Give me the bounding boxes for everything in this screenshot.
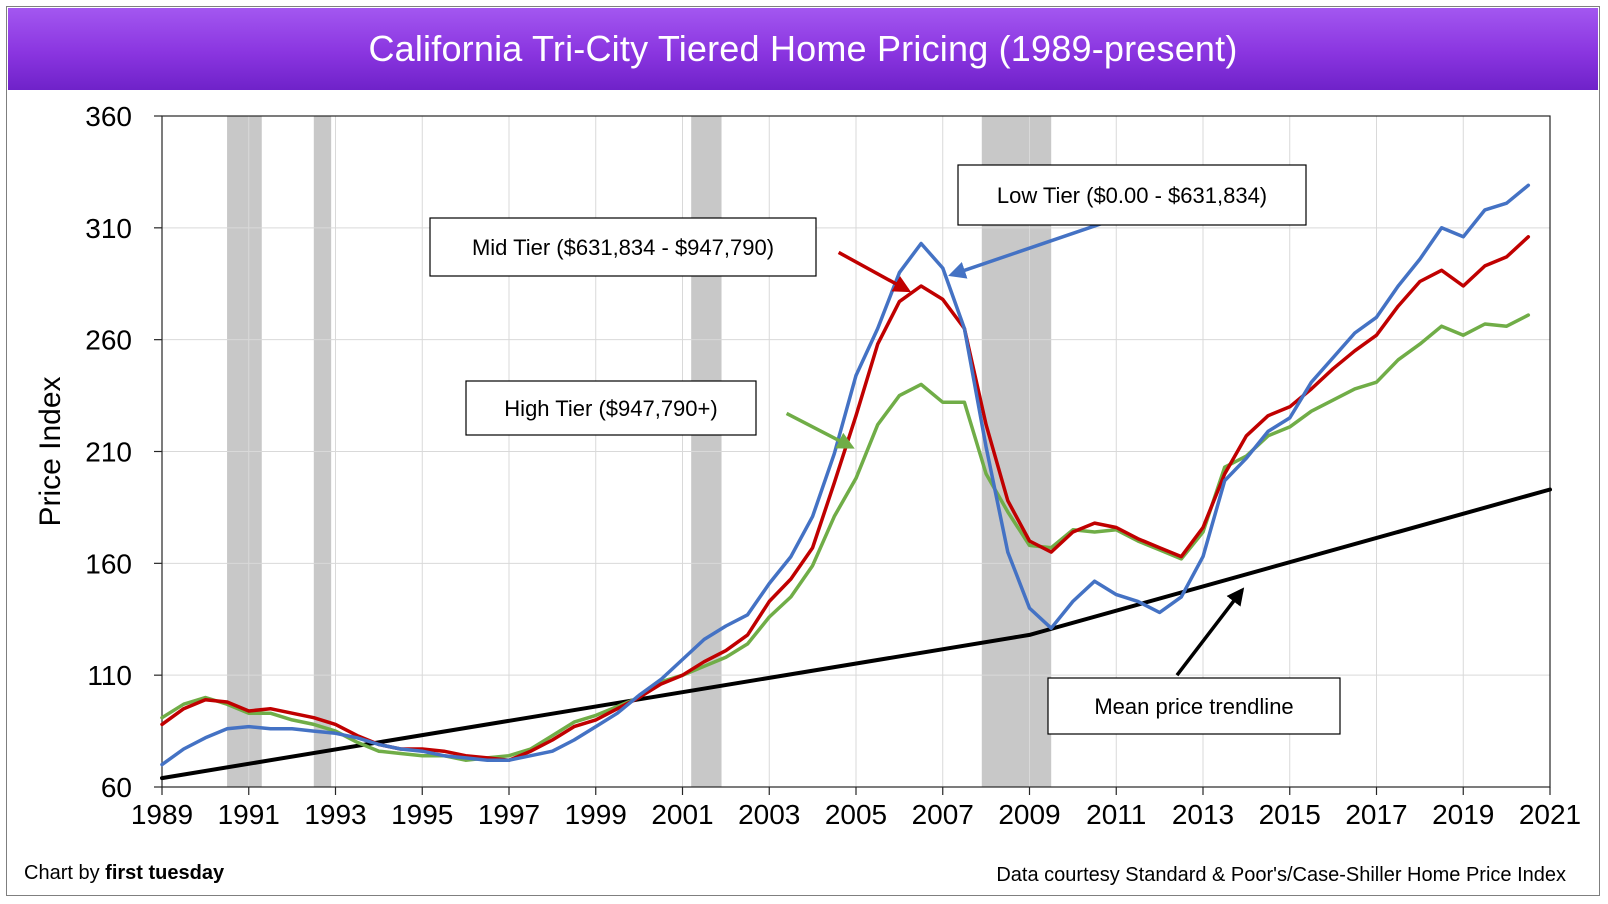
series-line-high (160, 313, 1531, 762)
annotation-arrow-trend (1175, 587, 1245, 677)
x-tick-label: 1997 (478, 799, 540, 830)
x-tick-label: 2021 (1519, 799, 1581, 830)
credit-brand: first tuesday (105, 862, 225, 884)
x-tick-label: 2005 (825, 799, 887, 830)
x-tick-label: 2011 (1086, 799, 1146, 830)
x-tick-label: 2001 (651, 799, 713, 830)
y-tick-label: 360 (85, 101, 132, 132)
annotation-label-mid: Mid Tier ($631,834 - $947,790) (472, 235, 774, 260)
y-tick-label: 160 (85, 548, 132, 579)
series-line-trend (160, 487, 1552, 781)
x-tick-label: 2009 (998, 799, 1060, 830)
x-tick-label: 1999 (565, 799, 627, 830)
y-tick-label: 210 (85, 437, 132, 468)
x-tick-label: 2007 (912, 799, 974, 830)
credit-prefix: Chart by (24, 862, 106, 884)
x-tick-label: 2017 (1345, 799, 1407, 830)
annotation-box-high (465, 380, 757, 436)
y-axis-title: Price Index (34, 376, 67, 526)
annotation-label-high: High Tier ($947,790+) (504, 396, 717, 421)
x-tick-label: 2019 (1432, 799, 1494, 830)
annotation-arrow-mid (837, 250, 912, 293)
annotation-label-low: Low Tier ($0.00 - $631,834) (997, 183, 1267, 208)
x-tick-label: 2003 (738, 799, 800, 830)
series-line-low (160, 183, 1531, 767)
chart-title: California Tri-City Tiered Home Pricing … (368, 28, 1238, 69)
x-tick-label: 2015 (1259, 799, 1321, 830)
x-tick-label: 1995 (391, 799, 453, 830)
title-bar: California Tri-City Tiered Home Pricing … (8, 8, 1598, 90)
x-tick-label: 1989 (131, 799, 193, 830)
y-tick-label: 310 (85, 213, 132, 244)
x-tick-label: 1993 (304, 799, 366, 830)
chart-credit: Chart by first tuesday (24, 862, 224, 885)
x-tick-label: 2013 (1172, 799, 1234, 830)
annotation-arrow-high (785, 411, 855, 449)
annotation-box-trend (1047, 677, 1341, 735)
annotation-box-mid (429, 217, 817, 277)
annotation-box-low (957, 164, 1307, 226)
data-source: Data courtesy Standard & Poor's/Case-Shi… (996, 864, 1566, 886)
y-tick-label: 110 (87, 660, 132, 691)
annotation-label-trend: Mean price trendline (1094, 694, 1293, 719)
y-tick-label: 60 (101, 772, 132, 803)
y-tick-label: 260 (85, 325, 132, 356)
x-tick-label: 1991 (218, 799, 280, 830)
